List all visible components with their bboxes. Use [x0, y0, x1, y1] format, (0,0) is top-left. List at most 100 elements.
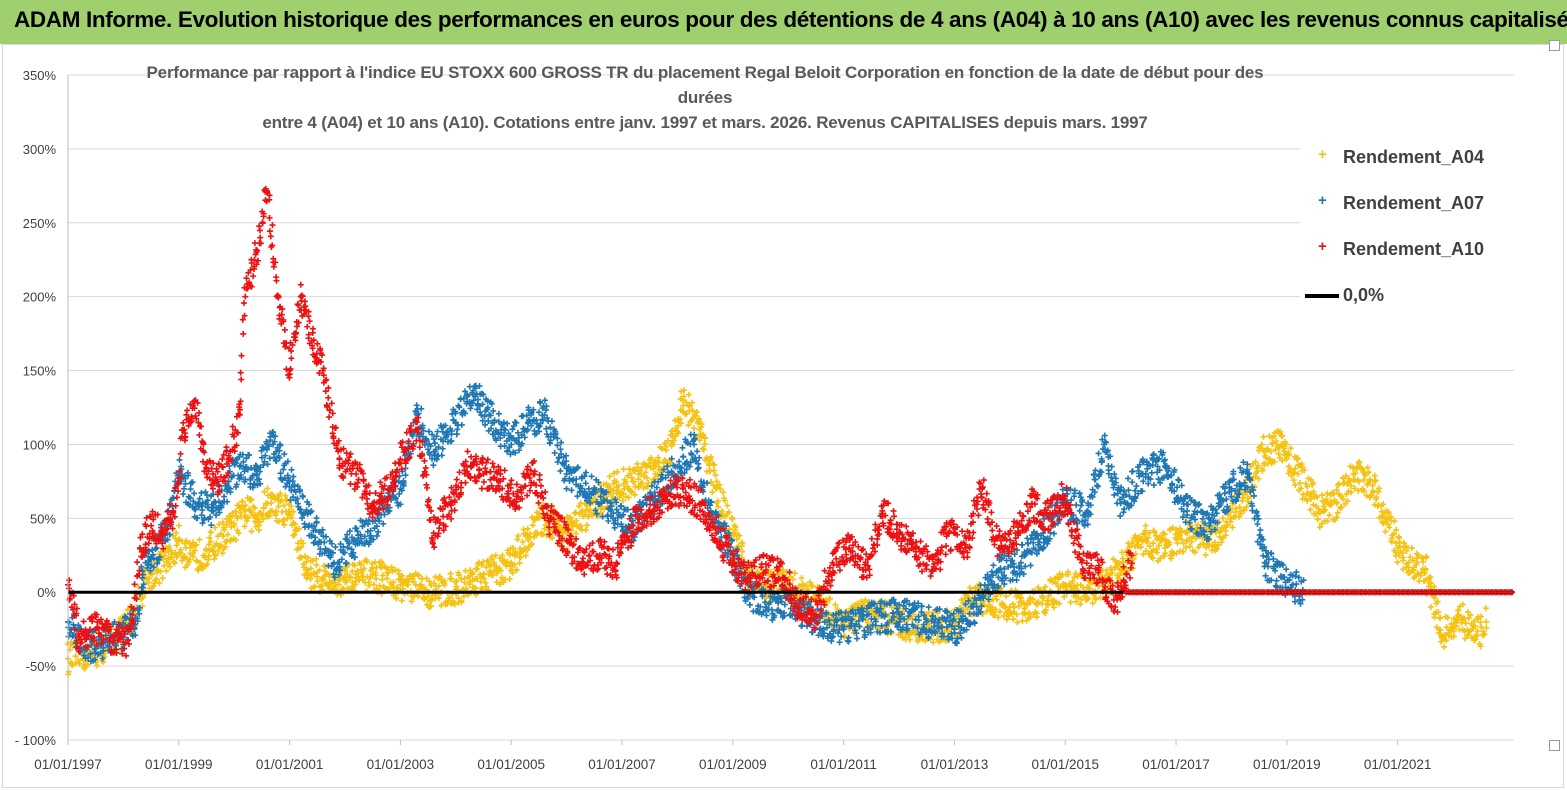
data-point	[1148, 469, 1155, 476]
data-point	[390, 579, 397, 586]
data-point	[216, 521, 223, 528]
data-point	[702, 435, 709, 442]
data-point	[838, 633, 845, 640]
data-point	[159, 575, 166, 582]
data-point	[535, 409, 542, 416]
data-point	[290, 532, 297, 539]
data-point	[725, 509, 732, 516]
data-point	[637, 480, 644, 487]
data-point	[395, 571, 402, 578]
data-point	[318, 582, 325, 589]
data-point	[650, 465, 657, 472]
data-point	[620, 490, 627, 497]
data-point	[296, 525, 303, 532]
data-point	[543, 532, 550, 539]
data-point	[300, 540, 307, 547]
data-point	[461, 579, 468, 586]
data-point	[312, 583, 319, 590]
data-point	[654, 473, 661, 480]
data-point	[1257, 527, 1264, 534]
data-point	[573, 518, 580, 525]
data-point	[1133, 483, 1140, 490]
data-point	[305, 570, 312, 577]
data-point	[180, 419, 187, 426]
data-point	[529, 522, 536, 529]
data-point	[357, 561, 364, 568]
data-point	[682, 411, 689, 418]
data-point	[509, 545, 516, 552]
data-point	[166, 543, 173, 550]
data-point	[1003, 593, 1010, 600]
data-point	[288, 514, 295, 521]
data-point	[489, 555, 496, 562]
data-point	[547, 528, 554, 535]
data-point	[1129, 468, 1136, 475]
data-point	[244, 514, 251, 521]
data-point	[125, 606, 132, 613]
data-point	[572, 509, 579, 516]
data-point	[1275, 450, 1282, 457]
data-point	[630, 479, 637, 486]
data-point	[966, 584, 973, 591]
data-point	[509, 569, 516, 576]
data-point	[447, 570, 454, 577]
data-point	[541, 526, 548, 533]
data-point	[798, 575, 805, 582]
data-point	[325, 582, 332, 589]
data-point	[424, 593, 431, 600]
data-point	[224, 531, 231, 538]
data-point	[1219, 515, 1226, 522]
data-point	[709, 489, 716, 496]
data-point	[661, 440, 668, 447]
data-point	[1482, 605, 1489, 612]
data-point	[507, 551, 514, 558]
data-point	[844, 637, 851, 644]
data-point	[667, 459, 674, 466]
data-point	[508, 559, 515, 566]
data-point	[700, 431, 707, 438]
data-point	[616, 494, 623, 501]
data-point	[300, 564, 307, 571]
data-point	[497, 567, 504, 574]
data-point	[260, 505, 267, 512]
data-point	[567, 514, 574, 521]
data-point	[568, 527, 575, 534]
data-point	[281, 521, 288, 528]
data-point	[1268, 550, 1275, 557]
data-point	[1408, 544, 1415, 551]
data-point	[492, 552, 499, 559]
data-point	[307, 565, 314, 572]
data-point	[665, 437, 672, 444]
data-point	[678, 420, 685, 427]
data-point	[307, 575, 314, 582]
data-point	[191, 490, 198, 497]
data-point	[193, 541, 200, 548]
data-point	[504, 560, 511, 567]
data-point	[458, 421, 465, 428]
data-point	[648, 454, 655, 461]
data-point	[631, 491, 638, 498]
data-point	[190, 553, 197, 560]
data-point	[472, 585, 479, 592]
data-point	[1076, 490, 1083, 497]
data-point	[653, 460, 660, 467]
data-point	[435, 594, 442, 601]
data-point	[343, 577, 350, 584]
data-point	[496, 581, 503, 588]
data-point	[600, 506, 607, 513]
data-point	[219, 519, 226, 526]
data-point	[252, 523, 259, 530]
data-point	[69, 661, 76, 668]
data-point	[484, 558, 491, 565]
data-point	[733, 536, 740, 543]
data-point	[495, 410, 502, 417]
data-point	[689, 399, 696, 406]
data-point	[729, 514, 736, 521]
series-rendement_a04	[64, 387, 1490, 678]
data-point	[222, 544, 229, 551]
data-point	[706, 462, 713, 469]
data-point	[204, 561, 211, 568]
data-point	[173, 542, 180, 549]
data-point	[316, 567, 323, 574]
data-point	[275, 503, 282, 510]
